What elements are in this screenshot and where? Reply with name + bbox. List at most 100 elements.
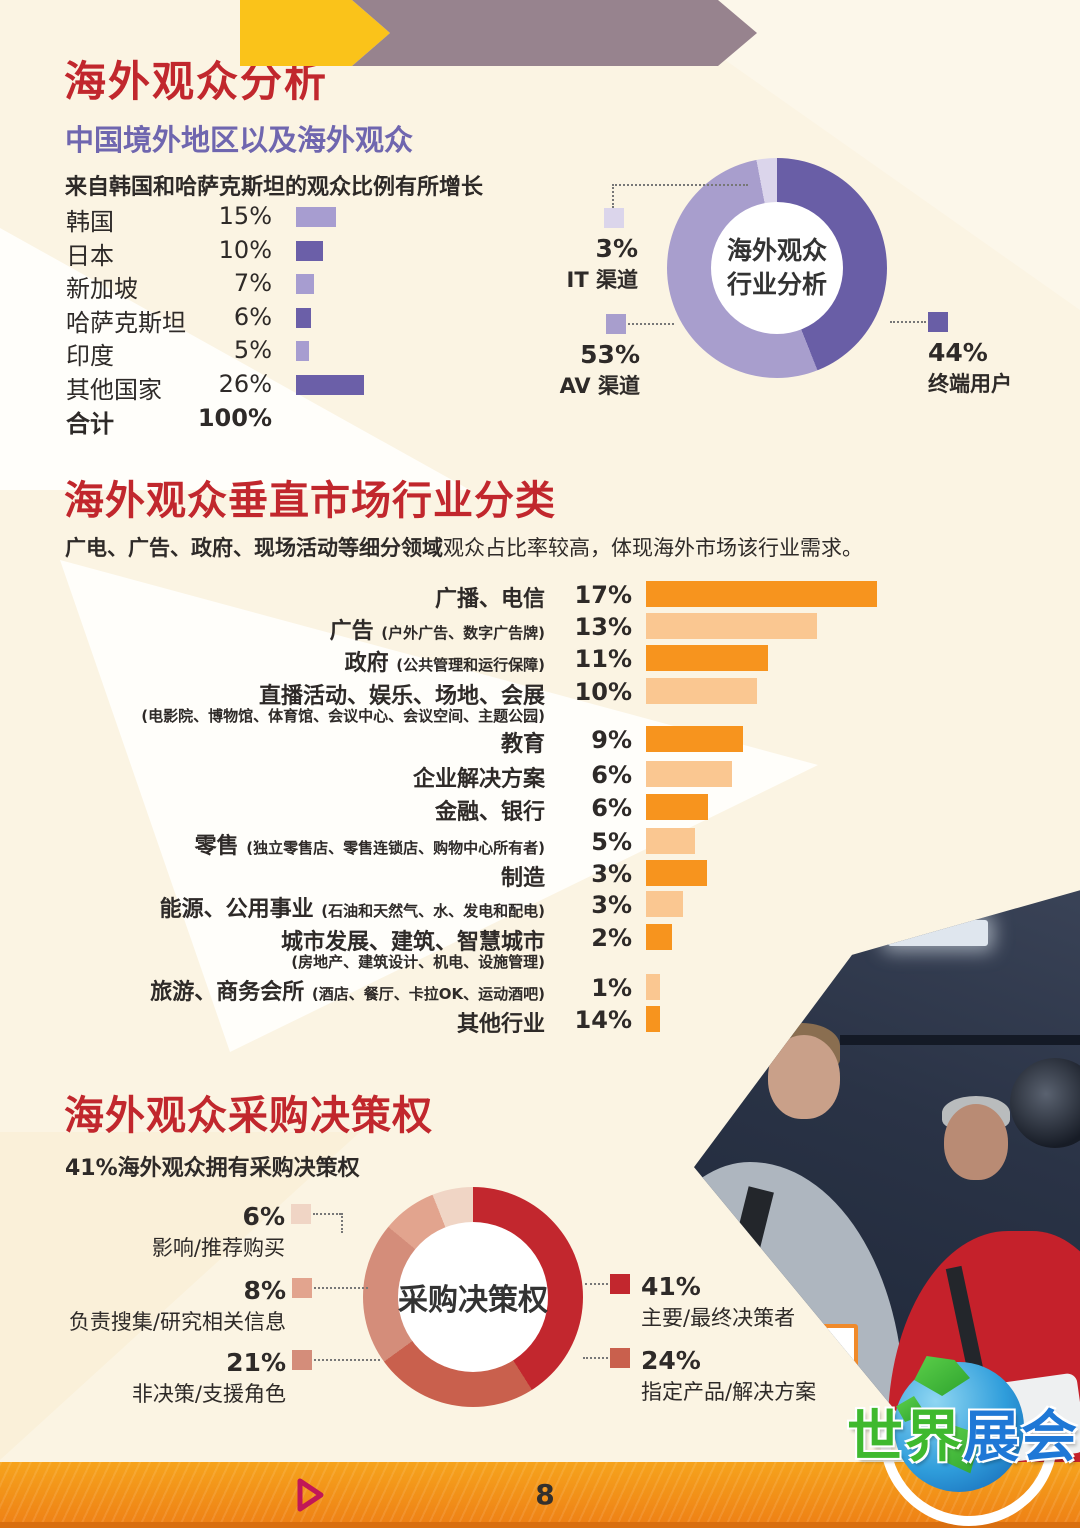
legend-enduser: 44% 终端用户	[928, 338, 1012, 396]
country-bar	[296, 341, 309, 361]
country-bar	[296, 207, 336, 227]
industry-bar	[646, 974, 660, 1000]
legend-connector	[585, 1283, 608, 1285]
legend-swatch-av	[606, 314, 626, 334]
country-value: 6%	[233, 303, 272, 331]
industry-row: 政府 (公共管理和运行保障) 11%	[0, 645, 1080, 677]
section1-subtitle: 中国境外地区以及海外观众	[65, 123, 414, 157]
industry-bar	[646, 726, 743, 752]
legend-connector	[628, 323, 674, 325]
country-value: 10%	[218, 236, 272, 264]
industry-bar	[646, 794, 708, 820]
legend-nondecision: 21% 非决策/支援角色	[131, 1348, 286, 1406]
legend-swatch-enduser	[928, 312, 948, 332]
country-label: 新加坡	[66, 275, 138, 303]
legend-connector	[341, 1213, 343, 1233]
industry-donut: 海外观众 行业分析	[667, 158, 887, 378]
country-bar	[296, 274, 314, 294]
country-value: 15%	[218, 202, 272, 230]
country-label: 哈萨克斯坦	[66, 309, 186, 337]
industry-bar	[646, 678, 757, 704]
country-label: 韩国	[66, 208, 114, 236]
country-value: 26%	[218, 370, 272, 398]
country-value: 7%	[233, 269, 272, 297]
section2-title: 海外观众垂直市场行业分类	[64, 478, 556, 524]
footer-gray-ribbon	[352, 0, 757, 66]
legend-specify-product: 24% 指定产品/解决方案	[641, 1346, 817, 1404]
section2-description: 广电、广告、政府、现场活动等细分领域观众占比率较高，体现海外市场该行业需求。	[65, 532, 863, 562]
country-row: 其他国家 26%	[0, 370, 420, 404]
country-bar	[296, 308, 311, 328]
legend-influence: 6% 影响/推荐购买	[151, 1202, 285, 1260]
industry-row: 城市发展、建筑、智慧城市 (房地产、建筑设计、机电、设施管理) 2%	[0, 924, 1080, 971]
industry-bar	[646, 860, 707, 886]
industry-bar	[646, 613, 817, 639]
industry-row: 零售 (独立零售店、零售连锁店、购物中心所有者) 5%	[0, 828, 1080, 860]
industry-bar	[646, 1006, 660, 1032]
country-row: 印度 5%	[0, 336, 420, 370]
section3-title: 海外观众采购决策权	[64, 1093, 433, 1139]
legend-final-decision: 41% 主要/最终决策者	[641, 1272, 796, 1330]
country-row: 日本 10%	[0, 236, 420, 270]
legend-research: 8% 负责搜集/研究相关信息	[68, 1276, 286, 1334]
industry-row: 旅游、商务会所 (酒店、餐厅、卡拉OK、运动酒吧) 1%	[0, 974, 1080, 1006]
industry-row: 金融、银行 6%	[0, 794, 1080, 826]
industry-bar	[646, 924, 672, 950]
industry-bar	[646, 828, 695, 854]
country-row: 哈萨克斯坦 6%	[0, 303, 420, 337]
legend-av: 53% AV 渠道	[559, 340, 640, 398]
country-total-label: 合计	[66, 410, 114, 438]
country-label: 日本	[66, 242, 114, 270]
legend-connector	[583, 1357, 608, 1359]
industry-donut-center-line2: 行业分析	[726, 270, 827, 299]
country-value: 5%	[233, 336, 272, 364]
section1-lead: 来自韩国和哈萨克斯坦的观众比例有所增长	[65, 175, 484, 200]
legend-connector	[612, 184, 748, 186]
industry-bar	[646, 891, 683, 917]
footer-band	[0, 1462, 1080, 1528]
section2-description-bold: 广电、广告、政府、现场活动等细分领域	[65, 536, 443, 560]
legend-swatch-21	[292, 1350, 312, 1370]
page-number: 8	[535, 1478, 555, 1511]
industry-bar	[646, 581, 877, 607]
section2-description-rest: 观众占比率较高，体现海外市场该行业需求。	[443, 536, 863, 560]
legend-swatch-it	[604, 208, 624, 228]
legend-it: 3% IT 渠道	[566, 234, 638, 292]
industry-row: 企业解决方案 6%	[0, 761, 1080, 793]
legend-connector	[313, 1213, 341, 1215]
industry-donut-center-line1: 海外观众	[726, 236, 827, 266]
country-label: 其他国家	[66, 376, 162, 404]
country-total-value: 100%	[197, 404, 272, 432]
logo-text: 世界展会	[847, 1405, 1079, 1470]
industry-row: 直播活动、娱乐、场地、会展 (电影院、博物馆、体育馆、会议中心、会议空间、主题公…	[0, 678, 1080, 725]
camera-lens	[1010, 1058, 1080, 1149]
country-bar	[296, 241, 323, 261]
legend-swatch-24	[610, 1348, 630, 1368]
industry-row: 教育 9%	[0, 726, 1080, 758]
industry-row: 广告 (户外广告、数字广告牌) 13%	[0, 613, 1080, 645]
world-expo-logo: 世界展会	[838, 1312, 1080, 1528]
decision-donut: 采购决策权	[363, 1187, 583, 1407]
country-row: 韩国 15%	[0, 202, 420, 236]
play-triangle-icon	[297, 1478, 324, 1512]
country-label: 印度	[66, 342, 114, 370]
industry-row: 能源、公用事业 (石油和天然气、水、发电和配电) 3%	[0, 891, 1080, 923]
decision-donut-center: 采购决策权	[398, 1283, 548, 1318]
legend-swatch-6	[291, 1204, 311, 1224]
country-row: 新加坡 7%	[0, 269, 420, 303]
industry-bar	[646, 645, 768, 671]
industry-row: 广播、电信 17%	[0, 581, 1080, 613]
legend-connector	[314, 1287, 368, 1289]
country-total-row: 合计 100%	[0, 404, 420, 438]
country-bar	[296, 375, 364, 395]
legend-swatch-8	[292, 1278, 312, 1298]
industry-row: 其他行业 14%	[0, 1006, 1080, 1038]
legend-swatch-41	[610, 1274, 630, 1294]
section3-subtitle: 41%海外观众拥有采购决策权	[65, 1156, 360, 1181]
industry-row: 制造 3%	[0, 860, 1080, 892]
industry-bar	[646, 761, 732, 787]
legend-connector	[612, 184, 614, 208]
legend-connector	[314, 1359, 380, 1361]
legend-connector	[890, 321, 926, 323]
